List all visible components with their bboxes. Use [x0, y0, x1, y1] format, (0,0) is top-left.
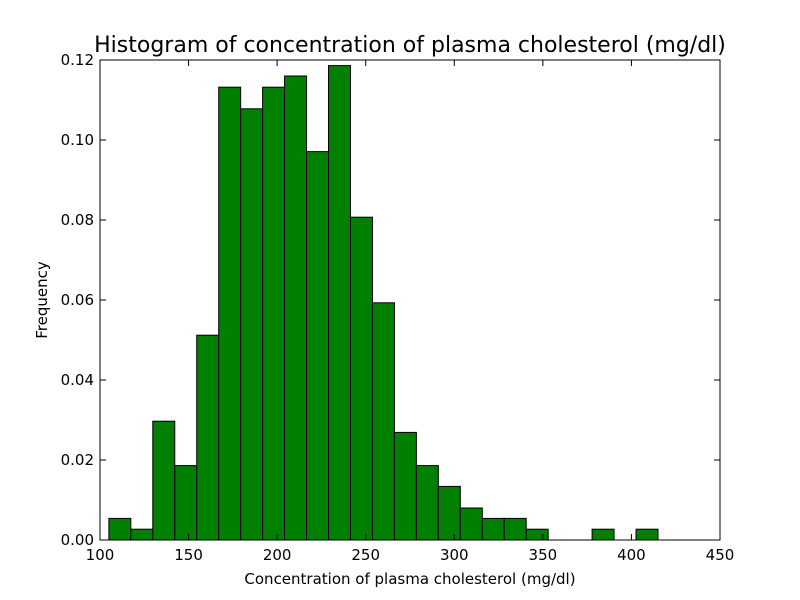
- histogram-bar: [240, 108, 264, 541]
- histogram-bar: [371, 302, 395, 541]
- y-axis-label: Frequency: [33, 261, 51, 339]
- y-axis: 0.00 0.02 0.04 0.06 0.08 0.10 0.12: [61, 51, 720, 549]
- histogram-bar: [635, 528, 659, 541]
- x-tick-label: 400: [617, 546, 646, 564]
- x-tick-label: 150: [174, 546, 203, 564]
- histogram-bar: [196, 334, 220, 541]
- histogram-bar: [481, 517, 505, 541]
- histogram-bar: [306, 151, 330, 541]
- histogram-bar: [328, 65, 351, 541]
- histogram-bar: [218, 86, 242, 541]
- y-tick-label: 0.10: [61, 131, 94, 149]
- histogram-bar: [284, 75, 308, 541]
- histogram-bar: [262, 86, 286, 541]
- histogram-bar: [503, 517, 527, 541]
- histogram-bar: [108, 517, 132, 541]
- histogram-bar: [437, 485, 461, 541]
- histogram-bar: [174, 465, 198, 541]
- x-tick-label: 100: [86, 546, 115, 564]
- x-axis: 100 150 200 250 300 350 400 450: [86, 60, 735, 564]
- y-tick-label: 0.08: [61, 211, 94, 229]
- histogram-bar: [130, 528, 154, 541]
- histogram-bar: [591, 528, 615, 541]
- histogram-bar: [459, 507, 483, 541]
- y-tick-label: 0.04: [61, 371, 94, 389]
- histogram-bar: [415, 465, 439, 541]
- x-tick-label: 300: [440, 546, 469, 564]
- histogram-bar: [393, 431, 417, 541]
- y-tick-label: 0.00: [61, 531, 94, 549]
- histogram-bar: [349, 216, 373, 541]
- x-axis-label: Concentration of plasma cholesterol (mg/…: [244, 570, 575, 588]
- y-tick-label: 0.02: [61, 451, 94, 469]
- y-tick-label: 0.12: [61, 51, 94, 69]
- x-tick-label: 450: [706, 546, 735, 564]
- x-tick-label: 250: [351, 546, 380, 564]
- chart-title: Histogram of concentration of plasma cho…: [94, 33, 726, 58]
- x-tick-label: 200: [263, 546, 292, 564]
- y-tick-label: 0.06: [61, 291, 94, 309]
- x-tick-label: 350: [529, 546, 558, 564]
- histogram-bar: [525, 528, 549, 541]
- histogram-bars: [108, 65, 659, 541]
- histogram-bar: [152, 420, 176, 541]
